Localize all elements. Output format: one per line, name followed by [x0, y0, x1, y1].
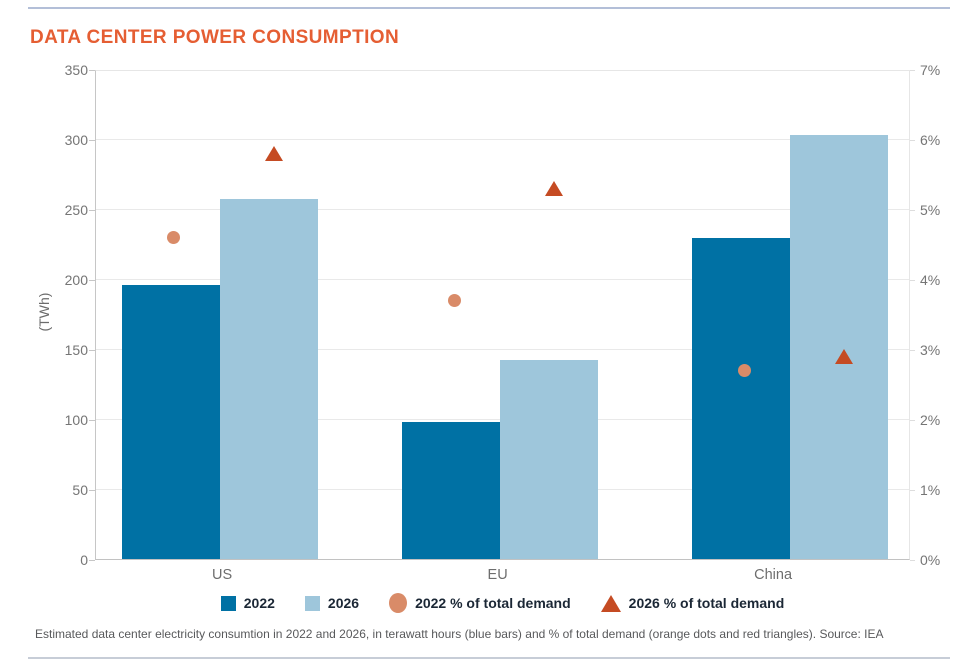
right-axis-tick	[910, 420, 915, 421]
legend-item-2022: 2022	[220, 595, 275, 611]
left-axis-tick	[89, 560, 95, 561]
right-axis-tick	[910, 560, 915, 561]
left-axis-tick	[89, 140, 95, 141]
right-axis-tick-label: 5%	[920, 202, 941, 218]
gridline	[96, 279, 909, 280]
legend-label: 2022	[243, 595, 275, 611]
right-axis-tick-label: 4%	[920, 272, 941, 288]
gridline	[96, 209, 909, 210]
category-label-eu: EU	[487, 567, 508, 583]
right-axis-tick	[910, 280, 915, 281]
legend-triangle-icon	[600, 594, 621, 612]
page-title: DATA CENTER POWER CONSUMPTION	[30, 27, 400, 48]
left-axis-tick	[89, 490, 95, 491]
bar-2022-us	[121, 284, 220, 559]
left-axis-tick-label: 0	[80, 552, 88, 568]
right-axis-tick	[910, 140, 915, 141]
legend-dot-icon	[389, 593, 408, 613]
left-axis-tick-label: 250	[64, 202, 88, 218]
legend-label: 2026 % of total demand	[628, 595, 785, 611]
right-axis-tick-label: 3%	[920, 342, 941, 358]
right-axis-tick	[910, 350, 915, 351]
legend-item-2022-of-total-demand: 2022 % of total demand	[389, 593, 571, 613]
left-axis-tick-label: 350	[64, 62, 88, 78]
bar-2026-eu	[500, 360, 599, 559]
legend-square-icon	[220, 595, 236, 611]
gridline	[96, 349, 909, 350]
left-axis-tick-label: 50	[72, 482, 88, 498]
bar-2022-eu	[402, 421, 501, 559]
top-rule	[28, 7, 950, 9]
marker-triangle-2026-pct-us	[264, 145, 283, 161]
category-label-us: US	[212, 567, 233, 583]
category-label-china: China	[754, 567, 793, 583]
left-axis-tick	[89, 70, 95, 71]
legend-item-2026: 2026	[304, 595, 360, 611]
left-axis-tick	[89, 350, 95, 351]
left-axis-tick-label: 150	[64, 342, 88, 358]
left-axis-tick	[89, 210, 95, 211]
right-axis-tick-label: 6%	[920, 132, 941, 148]
bar-2026-us	[219, 199, 318, 559]
marker-triangle-2026-pct-eu	[545, 180, 564, 196]
plot-area	[95, 70, 910, 560]
legend-label: 2026	[327, 595, 360, 611]
marker-dot-2022-pct-us	[167, 230, 181, 244]
right-axis-tick	[910, 70, 915, 71]
marker-triangle-2026-pct-china	[835, 348, 854, 364]
left-axis-tick-label: 300	[64, 132, 88, 148]
left-axis-tick-label: 200	[64, 272, 88, 288]
bottom-rule	[28, 657, 950, 659]
marker-dot-2022-pct-china	[737, 363, 751, 377]
legend-item-2026-of-total-demand: 2026 % of total demand	[600, 594, 785, 612]
legend: 2022 2026 2022 % of total demand 2026 % of …	[95, 593, 910, 613]
bar-2022-china	[692, 238, 791, 559]
left-axis-title: (TWh)	[36, 292, 52, 332]
left-axis-tick	[89, 420, 95, 421]
legend-label: 2022 % of total demand	[415, 595, 571, 611]
bar-2026-china	[790, 134, 889, 559]
right-axis-tick	[910, 490, 915, 491]
right-axis-tick	[910, 210, 915, 211]
right-axis-tick-label: 0%	[920, 552, 941, 568]
right-axis-tick-label: 1%	[920, 482, 941, 498]
legend-square-icon	[304, 595, 320, 611]
gridline	[96, 139, 909, 140]
left-axis-tick-label: 100	[64, 412, 88, 428]
left-axis-tick	[89, 280, 95, 281]
chart-caption: Estimated data center electricity consum…	[35, 627, 884, 641]
right-axis-tick-label: 7%	[920, 62, 941, 78]
right-axis-tick-label: 2%	[920, 412, 941, 428]
marker-dot-2022-pct-eu	[447, 293, 461, 307]
